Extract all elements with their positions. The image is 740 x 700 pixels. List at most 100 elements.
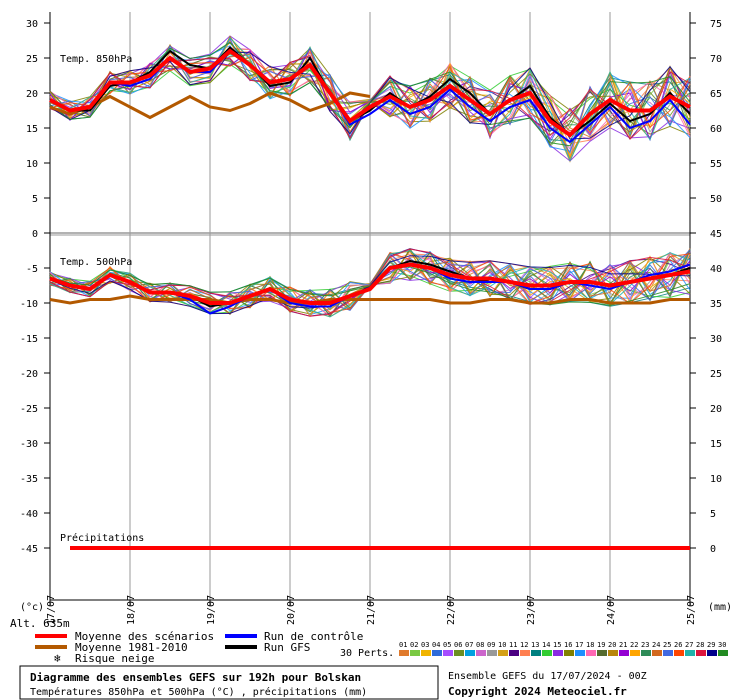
left-tick-label: -5 <box>26 264 38 275</box>
x-tick-label: 19/07 <box>206 595 217 625</box>
left-tick-label: -35 <box>20 474 38 485</box>
left-tick-label: -30 <box>20 439 38 450</box>
pert-legend-swatch <box>520 650 530 656</box>
x-tick-label: 17/07 <box>46 595 57 625</box>
right-tick-label: 40 <box>710 264 722 275</box>
t850-mean-line <box>49 48 691 138</box>
legend: Moyenne des scénarios Moyenne 1981-2010 … <box>35 630 728 665</box>
pert-legend-label: 06 <box>454 641 462 649</box>
pert-legend-label: 03 <box>421 641 429 649</box>
left-tick-label: -20 <box>20 369 38 380</box>
pert-legend-swatch <box>685 650 695 656</box>
pert-legend-label: 08 <box>476 641 484 649</box>
panel-label-t850: Temp. 850hPa <box>60 54 132 65</box>
left-tick-label: -15 <box>20 334 38 345</box>
t500-mean-line <box>49 262 691 305</box>
left-tick-label: 0 <box>32 229 38 240</box>
footer-title-box <box>19 665 439 700</box>
right-tick-label: 55 <box>710 159 722 170</box>
pert-legend-swatch <box>476 650 486 656</box>
pert-legend-swatch <box>443 650 453 656</box>
footer-copyright: Copyright 2024 Meteociel.fr <box>448 685 627 698</box>
left-tick-label: 30 <box>26 19 38 30</box>
pert-legend-label: 01 <box>399 641 407 649</box>
pert-legend-swatch <box>432 650 442 656</box>
pert-legend-label: 12 <box>520 641 528 649</box>
pert-legend-swatch <box>575 650 585 656</box>
snowflake-icon: ❄ <box>54 652 61 665</box>
legend-label-snow: Risque neige <box>75 652 154 665</box>
altitude-label: Alt. 635m <box>10 617 70 630</box>
pert-legend-swatch <box>718 650 728 656</box>
pert-legend-swatch <box>663 650 673 656</box>
pert-legend-label: 21 <box>619 641 627 649</box>
pert-legend-label: 20 <box>608 641 616 649</box>
pert-legend-label: 18 <box>586 641 594 649</box>
right-tick-label: 30 <box>710 334 722 345</box>
pert-legend-swatch <box>586 650 596 656</box>
pert-legend-swatch <box>553 650 563 656</box>
footer-title: Diagramme des ensembles GEFS sur 192h po… <box>30 671 361 684</box>
pert-legend-swatch <box>531 650 541 656</box>
pert-legend-swatch <box>696 650 706 656</box>
right-tick-label: 35 <box>710 299 722 310</box>
right-tick-label: 50 <box>710 194 722 205</box>
x-tick-label: 25/07 <box>686 595 697 625</box>
left-tick-label: -45 <box>20 544 38 555</box>
pert-legend-label: 27 <box>685 641 693 649</box>
pert-legend-swatch <box>630 650 640 656</box>
pert-legend-label: 16 <box>564 641 572 649</box>
x-tick-label: 21/07 <box>366 595 377 625</box>
pert-legend-label: 25 <box>663 641 671 649</box>
footer-subtitle: Températures 850hPa et 500hPa (°C) , pré… <box>30 686 367 698</box>
panel-label-t500: Temp. 500hPa <box>60 257 132 268</box>
left-unit-label: (°c) <box>20 602 44 613</box>
pert-legend-swatch <box>652 650 662 656</box>
x-tick-label: 23/07 <box>526 595 537 625</box>
pert-legend-label: 02 <box>410 641 418 649</box>
pert-legend-label: 19 <box>597 641 605 649</box>
pert-legend-swatch <box>597 650 607 656</box>
pert-legend-swatch <box>608 650 618 656</box>
pert-legend-label: 04 <box>432 641 440 649</box>
right-tick-label: 10 <box>710 474 722 485</box>
right-tick-label: 25 <box>710 369 722 380</box>
pert-legend-label: 11 <box>509 641 517 649</box>
pert-legend-swatch <box>410 650 420 656</box>
left-tick-label: 15 <box>26 124 38 135</box>
pert-legend-label: 26 <box>674 641 682 649</box>
main-series <box>49 46 691 550</box>
legend-label-perts: 30 Perts. <box>340 648 394 659</box>
left-axis-ticks: 30 25 20 15 10 5 0 -5 -10 -15 -20 -25 -30 -35 -40 -45 <box>20 19 50 555</box>
legend-label-climo: Moyenne 1981-2010 <box>75 641 188 654</box>
x-axis-date-ticks: 17/07 18/07 19/07 20/07 21/07 22/07 23/07 24/07… <box>46 595 697 625</box>
perturbation-legend: 01 02 03 04 05 06 07 08 09 10 11 12 13 14 15 16 17 18 19 20… <box>399 641 728 656</box>
pert-legend-swatch <box>454 650 464 656</box>
pert-legend-swatch <box>674 650 684 656</box>
right-unit-label: (mm) <box>708 602 732 613</box>
legend-label-gfs: Run GFS <box>264 641 310 654</box>
pert-legend-swatch <box>487 650 497 656</box>
right-tick-label: 65 <box>710 89 722 100</box>
right-tick-label: 20 <box>710 404 722 415</box>
pert-legend-label: 10 <box>498 641 506 649</box>
pert-legend-label: 15 <box>553 641 561 649</box>
t500-climo-line <box>49 294 690 305</box>
left-tick-label: 5 <box>32 194 38 205</box>
right-tick-label: 60 <box>710 124 722 135</box>
pert-legend-label: 07 <box>465 641 473 649</box>
pert-legend-label: 14 <box>542 641 550 649</box>
pert-legend-label: 17 <box>575 641 583 649</box>
left-tick-label: 10 <box>26 159 38 170</box>
x-tick-label: 18/07 <box>126 595 137 625</box>
t850-climo-line <box>49 91 371 120</box>
pert-legend-swatch <box>465 650 475 656</box>
pert-legend-swatch <box>641 650 651 656</box>
left-tick-label: -10 <box>20 299 38 310</box>
footer-run: Ensemble GEFS du 17/07/2024 - 00Z <box>448 671 647 682</box>
pert-legend-swatch <box>509 650 519 656</box>
t850-gfs-line <box>49 46 691 137</box>
pert-legend-swatch <box>542 650 552 656</box>
